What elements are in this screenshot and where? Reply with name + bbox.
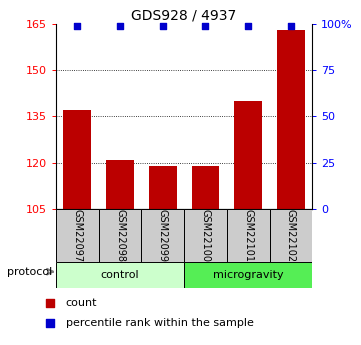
Point (245, 23, 251, 28)
Bar (99, 209, 142, 262)
Bar (184, 262, 312, 288)
Text: control: control (101, 270, 139, 280)
Point (47, 320, 53, 325)
Text: percentile rank within the sample: percentile rank within the sample (66, 318, 253, 327)
Bar (277, 30, 305, 209)
Text: GSM22098: GSM22098 (115, 209, 125, 262)
Text: protocol: protocol (7, 267, 52, 277)
Point (160, 23, 166, 28)
Point (117, 23, 123, 28)
Bar (56, 209, 99, 262)
Bar (149, 166, 177, 209)
Bar (234, 101, 262, 209)
Text: count: count (66, 298, 97, 308)
Bar (227, 209, 270, 262)
Bar (64, 110, 91, 209)
Text: GSM22102: GSM22102 (286, 209, 296, 262)
Text: GSM22097: GSM22097 (72, 209, 82, 262)
Text: GSM22101: GSM22101 (243, 209, 253, 262)
Bar (56, 262, 184, 288)
Point (74, 23, 80, 28)
Point (203, 23, 208, 28)
Point (47, 300, 53, 306)
Title: GDS928 / 4937: GDS928 / 4937 (131, 9, 237, 23)
Text: microgravity: microgravity (213, 270, 283, 280)
Bar (192, 166, 219, 209)
Point (288, 23, 294, 28)
Bar (270, 209, 312, 262)
Text: GSM22100: GSM22100 (200, 209, 210, 262)
Bar (106, 159, 134, 209)
Bar (142, 209, 184, 262)
Text: GSM22099: GSM22099 (158, 209, 168, 262)
Bar (184, 209, 227, 262)
